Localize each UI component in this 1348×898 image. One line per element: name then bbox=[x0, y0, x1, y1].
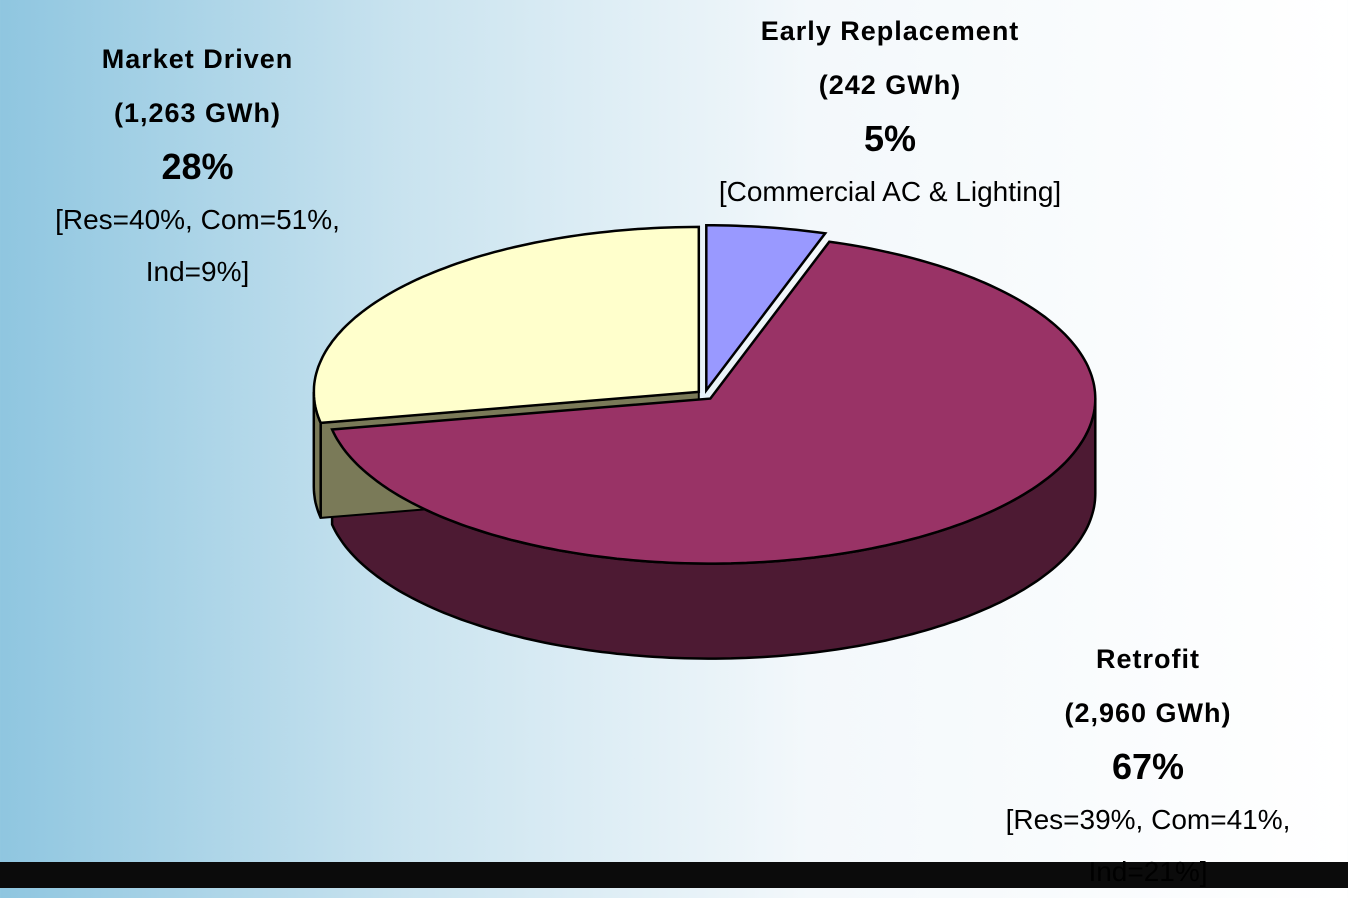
slice-percent: 5% bbox=[863, 118, 917, 159]
slice-name: Early Replacement bbox=[760, 16, 1020, 46]
slice-label: Retrofit (2,960 GWh) 67% [Res=39%, Com=41%,… bbox=[950, 632, 1346, 898]
slice-label: Early Replacement (242 GWh) 5% [Commercial … bbox=[650, 4, 1130, 218]
footer-band bbox=[0, 862, 1348, 888]
slice-label: Market Driven (1,263 GWh) 28% [Res=40%, Com… bbox=[0, 32, 395, 298]
slice bbox=[312, 225, 701, 425]
slice-name: Retrofit bbox=[1096, 644, 1200, 674]
slice-energy: (1,263 GWh) bbox=[113, 98, 282, 128]
slice-percent: 28% bbox=[161, 146, 234, 187]
slice-detail: [Res=40%, Com=51%, Ind=9%] bbox=[55, 204, 340, 287]
slice bbox=[330, 240, 1097, 565]
slice bbox=[705, 224, 828, 395]
slice-energy: (242 GWh) bbox=[818, 70, 962, 100]
slice-percent: 67% bbox=[1111, 746, 1185, 787]
slice-energy: (2,960 GWh) bbox=[1064, 698, 1232, 728]
slice-name: Market Driven bbox=[101, 44, 294, 74]
slice-detail: [Res=39%, Com=41%, Ind=21%] bbox=[1005, 804, 1291, 887]
slice-detail: [Commercial AC & Lighting] bbox=[718, 176, 1062, 207]
